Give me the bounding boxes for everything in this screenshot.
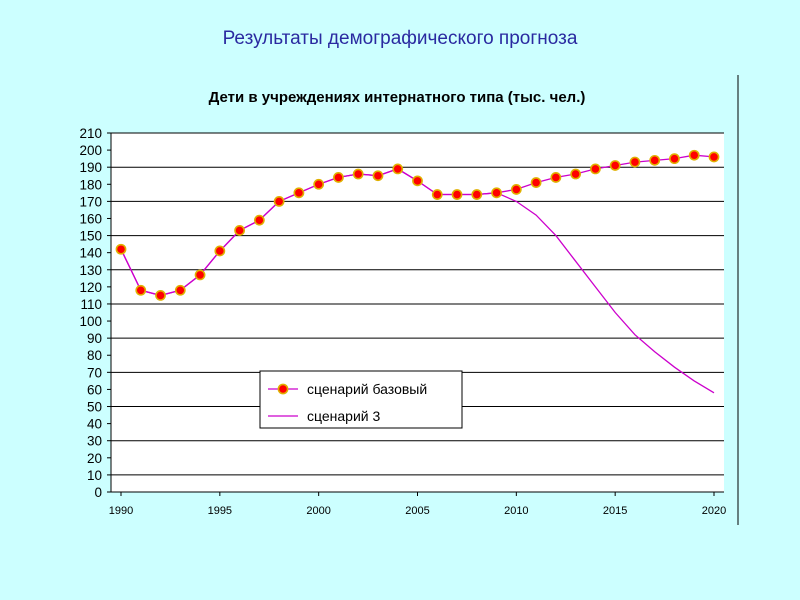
data-point-base xyxy=(155,290,166,301)
y-tick-label: 190 xyxy=(79,160,102,175)
data-point-base xyxy=(550,172,562,183)
x-tick-label: 1995 xyxy=(208,505,232,517)
x-tick-label: 2010 xyxy=(504,505,528,517)
data-point-base xyxy=(649,154,661,166)
data-point-base xyxy=(194,269,206,281)
y-tick-label: 40 xyxy=(87,417,102,432)
data-point-base xyxy=(629,156,641,168)
plot-area xyxy=(111,133,724,492)
slide-title: Результаты демографического прогноза xyxy=(222,28,578,49)
data-point-base xyxy=(174,284,186,296)
data-point-base xyxy=(135,284,147,296)
legend: сценарий базовый сценарий 3 xyxy=(259,370,463,429)
grid xyxy=(111,132,724,492)
legend-label-base: сценарий базовый xyxy=(307,381,427,397)
y-tick-label: 110 xyxy=(80,297,102,312)
data-point-base xyxy=(333,172,344,183)
y-tick-label: 180 xyxy=(79,177,102,192)
data-point-base xyxy=(115,243,127,255)
data-point-base xyxy=(570,168,582,180)
series xyxy=(115,149,720,394)
chart-title: Дети в учреждениях интернатного типа (ты… xyxy=(209,89,586,106)
x-tick-label: 2005 xyxy=(405,505,429,517)
y-tick-label: 0 xyxy=(94,485,102,500)
data-point-base xyxy=(313,178,325,190)
x-tick-label: 2020 xyxy=(702,505,726,517)
data-point-base xyxy=(214,245,226,257)
x-tick-label: 2000 xyxy=(306,505,330,517)
data-point-base xyxy=(471,189,483,200)
data-point-base xyxy=(293,187,305,199)
data-point-base xyxy=(234,225,245,236)
y-tick-label: 130 xyxy=(79,263,102,278)
data-point-base xyxy=(530,177,542,188)
y-tick-label: 210 xyxy=(79,126,102,141)
y-tick-label: 160 xyxy=(79,211,102,226)
y-tick-label: 70 xyxy=(87,365,102,380)
y-tick-label: 20 xyxy=(87,451,102,466)
x-tick-label: 2015 xyxy=(603,505,627,517)
legend-box xyxy=(259,370,463,429)
y-tick-label: 170 xyxy=(79,194,102,209)
data-point-base xyxy=(352,168,364,180)
data-point-base xyxy=(431,189,443,200)
y-tick-label: 150 xyxy=(79,229,102,244)
x-tick-label: 1990 xyxy=(109,505,133,517)
y-tick-label: 80 xyxy=(87,348,102,363)
y-tick-label: 30 xyxy=(87,434,102,449)
data-point-base xyxy=(669,153,680,165)
y-tick-label: 90 xyxy=(87,331,102,346)
y-tick-label: 50 xyxy=(87,400,102,415)
data-point-base xyxy=(590,163,601,175)
data-point-base xyxy=(273,195,285,207)
data-point-base xyxy=(708,151,720,163)
data-point-base xyxy=(609,160,621,171)
data-point-base xyxy=(510,184,522,195)
data-point-base xyxy=(372,170,384,182)
legend-marker-base xyxy=(277,383,289,395)
data-point-base xyxy=(688,149,700,161)
axes: 0 10 20 30 40 50 60 70 80 90 100 110 120 130 140 150 160… xyxy=(79,126,726,517)
data-point-base xyxy=(451,189,463,200)
y-tick-label: 60 xyxy=(87,382,102,397)
y-tick-label: 140 xyxy=(79,246,102,261)
data-point-base xyxy=(491,187,502,199)
y-tick-label: 200 xyxy=(79,143,102,158)
y-tick-label: 120 xyxy=(79,280,102,295)
y-tick-label: 10 xyxy=(87,468,102,483)
data-point-base xyxy=(392,163,404,175)
data-point-base xyxy=(412,175,423,187)
y-tick-label: 100 xyxy=(79,314,102,329)
legend-label-scenario-3: сценарий 3 xyxy=(307,408,380,424)
data-point-base xyxy=(253,214,265,226)
